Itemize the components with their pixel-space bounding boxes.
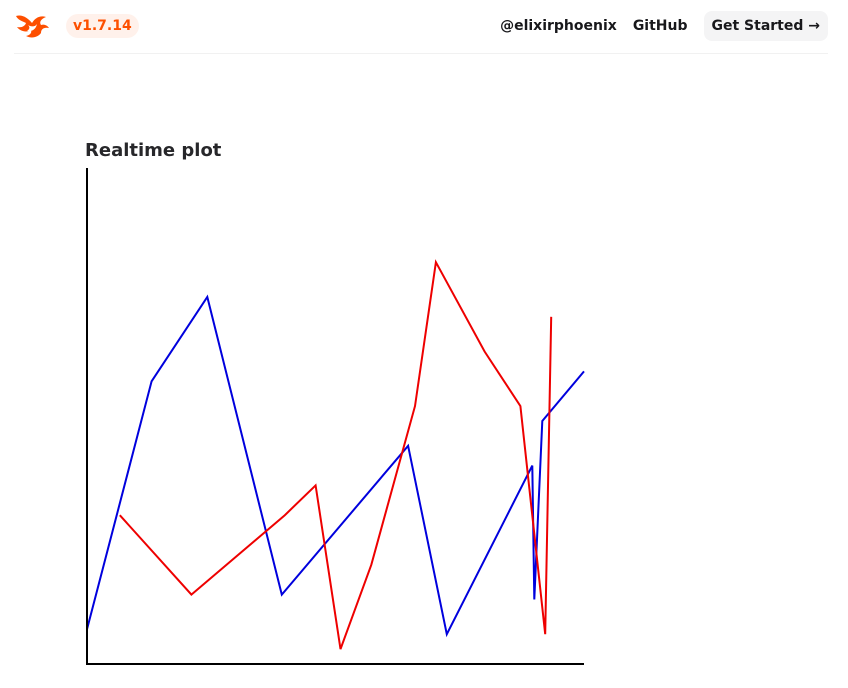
chart-title: Realtime plot	[85, 140, 222, 161]
get-started-button[interactable]: Get Started →	[703, 11, 828, 41]
top-nav: @elixirphoenix GitHub Get Started →	[500, 11, 828, 41]
series-line-2	[119, 259, 553, 650]
series-line-1	[86, 294, 585, 638]
phoenix-flame-icon[interactable]	[14, 10, 50, 40]
version-badge: v1.7.14	[66, 14, 139, 38]
github-link[interactable]: GitHub	[632, 18, 688, 34]
twitter-link[interactable]: @elixirphoenix	[500, 18, 617, 34]
site-header: v1.7.14 @elixirphoenix GitHub Get Starte…	[14, 0, 828, 54]
